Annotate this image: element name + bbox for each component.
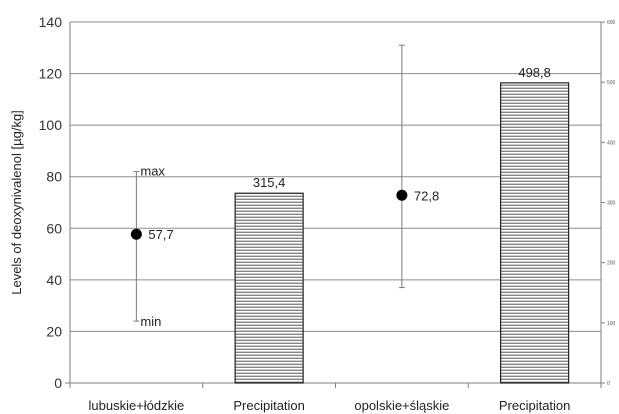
bar-value-label: 498,8 xyxy=(518,65,551,80)
y-tick-label: 60 xyxy=(46,220,62,236)
right-tick-label: 100 xyxy=(607,321,616,327)
point-value-label: 57,7 xyxy=(148,227,173,242)
precipitation-bar xyxy=(234,192,304,384)
y-axis-label: Levels of deoxynivalenol [µg/kg] xyxy=(9,110,24,295)
x-category-label: lubuskie+łódzkie xyxy=(88,398,184,413)
x-category-label: Precipitation xyxy=(233,398,305,413)
y-tick-label: 80 xyxy=(46,169,62,185)
y-tick-label: 120 xyxy=(39,66,63,82)
data-marks: 315,4 498,8 57,7 max min 72,8 xyxy=(130,44,570,384)
right-tick-label: 500 xyxy=(607,80,616,86)
y-tick-label: 40 xyxy=(46,272,62,288)
precipitation-bar xyxy=(500,82,570,384)
y-tick-label: 100 xyxy=(39,117,63,133)
y-tick-label: 20 xyxy=(46,323,62,339)
min-label: min xyxy=(140,314,161,329)
axes: 0 20 40 60 80 100 120 140 0 100 200 300 400 500 600 lub… xyxy=(39,14,616,413)
y-tick-label: 0 xyxy=(54,375,62,391)
bar-value-label: 315,4 xyxy=(253,175,286,190)
max-label: max xyxy=(140,164,165,179)
mean-point xyxy=(130,228,142,240)
right-tick-label: 0 xyxy=(607,381,610,387)
right-tick-label: 300 xyxy=(607,201,616,207)
right-tick-label: 400 xyxy=(607,140,616,146)
y-tick-label: 140 xyxy=(39,14,63,30)
point-value-label: 72,8 xyxy=(414,188,439,203)
right-tick-label: 200 xyxy=(607,261,616,267)
x-category-label: opolskie+śląskie xyxy=(354,398,449,413)
x-category-label: Precipitation xyxy=(499,398,571,413)
gridlines xyxy=(70,21,601,332)
right-tick-label: 600 xyxy=(607,20,616,26)
mean-point xyxy=(396,189,408,201)
